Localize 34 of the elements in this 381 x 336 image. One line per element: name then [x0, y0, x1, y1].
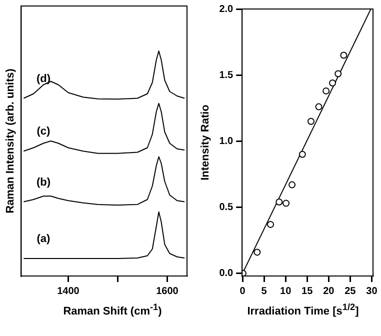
x-tick-label: 25	[344, 286, 356, 297]
point	[254, 248, 261, 256]
y-tick-label: 0.5	[219, 202, 234, 214]
y-tick-label: 1.0	[219, 136, 234, 147]
y-tick-label: 2.0	[219, 4, 234, 15]
point	[307, 118, 314, 125]
series-label: (c)	[36, 126, 51, 138]
y-tick-label: 0.0	[219, 268, 234, 280]
point	[276, 198, 283, 206]
y-axis-title: Raman Intensity (arb. units)	[4, 68, 17, 214]
x-tick-label: 20	[323, 286, 335, 297]
x-tick-label: 1600	[156, 286, 179, 297]
point	[267, 220, 274, 228]
x-tick-label: 5	[261, 286, 268, 297]
x-tick-label: 10	[280, 286, 292, 297]
series-label: (b)	[36, 176, 51, 188]
x-tick-label: 15	[302, 286, 314, 297]
x-axis-title: Raman Shift (cm$^{-1}$)	[62, 302, 163, 318]
series-label: (a)	[36, 232, 51, 245]
x-tick-label: 30	[366, 286, 378, 297]
point	[315, 103, 322, 110]
series-label: (d)	[36, 72, 51, 85]
x-tick-label: 1400	[57, 286, 80, 297]
point	[322, 87, 330, 94]
y-tick-label: 1.5	[219, 70, 234, 81]
y-axis-title: Intensity Ratio	[200, 104, 212, 180]
x-tick-label: 0	[240, 286, 246, 297]
point	[288, 181, 296, 188]
point	[340, 52, 348, 59]
x-axis-title: Irradiation Time [s$^{1/2}$]	[246, 302, 360, 318]
point	[282, 200, 290, 207]
point	[334, 70, 342, 78]
point	[329, 80, 336, 87]
point	[298, 150, 306, 158]
